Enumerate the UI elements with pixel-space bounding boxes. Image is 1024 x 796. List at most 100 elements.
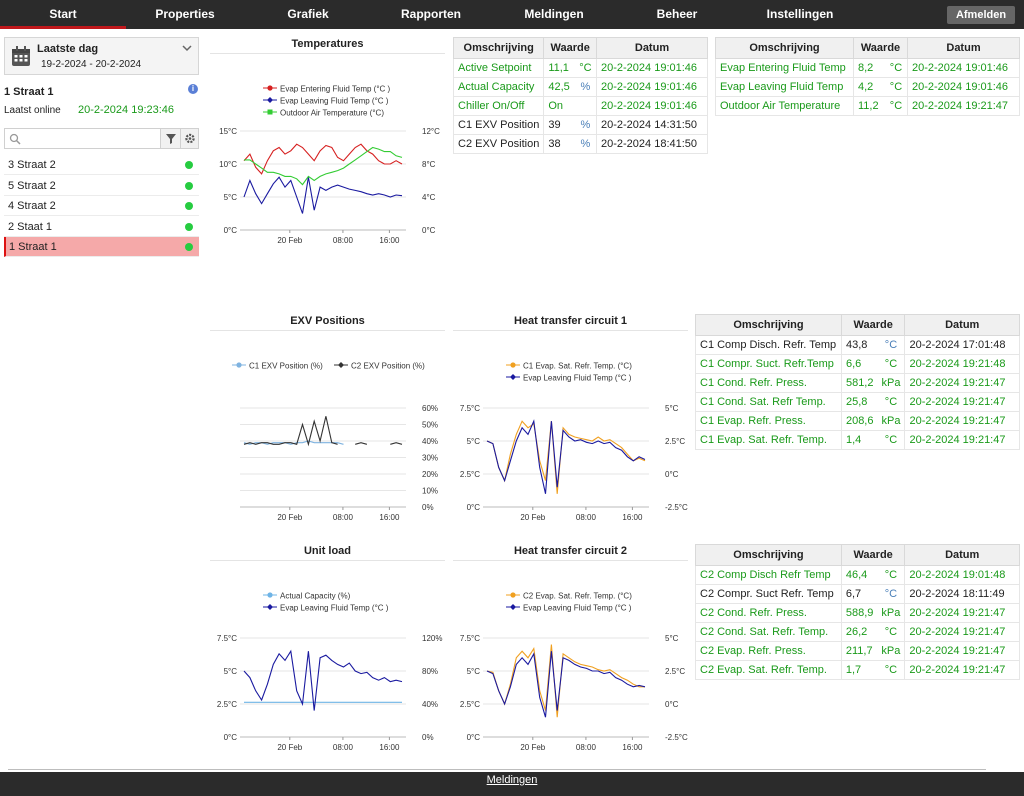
cell-value: 11,1	[543, 58, 575, 78]
tab-grafiek[interactable]: Grafiek	[287, 7, 329, 21]
y2-tick-label: 0°C	[422, 226, 436, 235]
cell-value: 581,2	[840, 373, 878, 393]
table-row: Active Setpoint 11,1 °C 20-2-2024 19:01:46	[452, 58, 708, 78]
status-online-dot	[185, 161, 193, 169]
series-line	[243, 416, 403, 447]
table-header-row: Omschrijving Waarde Datum	[695, 544, 1020, 566]
cell-unit: °C	[877, 565, 906, 585]
tab-instellingen[interactable]: Instellingen	[766, 7, 834, 21]
site-list-item[interactable]: 4 Straat 2	[4, 196, 199, 216]
x-tick-label: 08:00	[333, 236, 354, 245]
circuit-2-table: Omschrijving Waarde Datum C2 Comp Disch Ref…	[695, 544, 1020, 680]
column-header: Waarde	[543, 37, 597, 59]
cell-date: 20-2-2024 19:21:47	[904, 622, 1020, 642]
table-header-row: Omschrijving Waarde Datum	[715, 37, 1020, 59]
table-row: C2 EXV Position 38% 20-2-2024 18:41:50	[452, 134, 708, 154]
cell-value: 1,4	[840, 430, 878, 450]
legend-item[interactable]: Evap Leaving Fluid Temp (°C )	[506, 604, 632, 613]
column-header: Omschrijving	[695, 314, 842, 336]
cell-unit: °C	[877, 584, 906, 604]
cell-desc: C2 Evap. Refr. Press.	[695, 641, 842, 661]
site-list-item[interactable]: 2 Staat 1	[4, 217, 199, 237]
cell-unit: %	[574, 115, 597, 135]
last-online-label: Laatst online	[4, 105, 61, 116]
site-list-item[interactable]: 3 Straat 2	[4, 155, 199, 175]
table-header-row: Omschrijving Waarde Datum	[695, 314, 1020, 336]
cell-unit: °C	[877, 430, 906, 450]
legend-item[interactable]: Evap Leaving Fluid Temp (°C )	[263, 97, 389, 106]
legend-label: Evap Leaving Fluid Temp (°C )	[523, 604, 632, 613]
legend-item[interactable]: C1 Evap. Sat. Refr. Temp. (°C)	[506, 362, 632, 371]
cell-desc: Active Setpoint	[452, 58, 545, 78]
legend-item[interactable]: Actual Capacity (%)	[263, 592, 351, 601]
cell-date: 20-2-2024 19:01:46	[596, 58, 708, 78]
chevron-down-icon[interactable]	[182, 43, 192, 53]
cell-date: 20-2-2024 19:21:47	[904, 392, 1020, 412]
y2-tick-label: 120%	[422, 634, 442, 643]
cell-unit: °C	[574, 58, 597, 78]
legend-label: C2 EXV Position (%)	[351, 362, 425, 371]
cell-value: 588,9	[840, 603, 878, 623]
tab-properties[interactable]: Properties	[155, 7, 215, 21]
site-list-item-label: 2 Staat 1	[8, 220, 53, 233]
y2-tick-label: 0°C	[665, 700, 679, 709]
tab-beheer[interactable]: Beheer	[656, 7, 698, 21]
y2-tick-label: 0°C	[665, 470, 679, 479]
cell-date: 20-2-2024 19:01:46	[907, 77, 1020, 97]
legend-item[interactable]: Evap Entering Fluid Temp (°C )	[263, 85, 391, 94]
legend-item[interactable]: C2 EXV Position (%)	[334, 362, 425, 371]
y2-tick-label: 2.5°C	[665, 667, 685, 676]
legend-item[interactable]: C1 EXV Position (%)	[232, 362, 323, 371]
legend-item[interactable]: Evap Leaving Fluid Temp (°C )	[263, 604, 389, 613]
legend-label: C1 EXV Position (%)	[249, 362, 323, 371]
y2-tick-label: 0%	[422, 733, 434, 742]
site-list-item[interactable]: 1 Straat 1	[4, 237, 199, 257]
table-row: C2 Evap. Refr. Press. 211,7 kPa 20-2-2024 1…	[695, 641, 1020, 661]
cell-value: 38	[543, 134, 575, 154]
cell-unit	[574, 96, 597, 116]
filter-button[interactable]	[160, 129, 180, 148]
search-input[interactable]	[4, 128, 199, 149]
y2-tick-label: 30%	[422, 454, 438, 463]
site-list-item[interactable]: 5 Straat 2	[4, 176, 199, 196]
cell-value: 25,8	[840, 392, 878, 412]
chart-title: Heat transfer circuit 2	[453, 545, 688, 561]
x-tick-label: 08:00	[333, 743, 354, 752]
site-list-item-label: 3 Straat 2	[8, 159, 56, 171]
footer-meldingen-link[interactable]: Meldingen	[486, 774, 538, 786]
tab-rapporten[interactable]: Rapporten	[401, 7, 461, 21]
info-icon[interactable]: i	[188, 84, 198, 94]
cell-value: 43,8	[840, 335, 878, 355]
legend-item[interactable]: Evap Leaving Fluid Temp (°C )	[506, 374, 632, 383]
chart-title: Heat transfer circuit 1	[453, 315, 688, 331]
legend-item[interactable]: Outdoor Air Temperature (°C)	[263, 109, 384, 118]
legend-label: Actual Capacity (%)	[280, 592, 351, 601]
cell-unit: °C	[877, 392, 906, 412]
general-status-table: Omschrijving Waarde Datum Active Setpoint 11…	[452, 37, 708, 154]
table-row: C1 Cond. Sat. Refr Temp. 25,8 °C 20-2-2024 …	[695, 392, 1020, 412]
cell-value: 11,2	[852, 96, 885, 116]
column-header: Omschrijving	[452, 37, 545, 59]
series-line	[486, 651, 646, 718]
status-online-dot	[185, 181, 193, 190]
y2-tick-label: 4°C	[422, 193, 436, 202]
period-selector[interactable]: Laatste dag 19-2-2024 - 20-2-2024	[4, 37, 199, 75]
cell-desc: Evap Leaving Fluid Temp	[715, 77, 854, 97]
cell-desc: C1 Cond. Sat. Refr Temp.	[695, 392, 842, 412]
cell-date: 20-2-2024 19:21:47	[904, 660, 1020, 680]
series-line	[243, 143, 403, 175]
cell-desc: Outdoor Air Temperature	[715, 96, 854, 116]
legend-label: C2 Evap. Sat. Refr. Temp. (°C)	[523, 592, 632, 601]
cell-value: On	[543, 96, 575, 116]
legend-item[interactable]: C2 Evap. Sat. Refr. Temp. (°C)	[506, 592, 632, 601]
cell-desc: Evap Entering Fluid Temp	[715, 58, 854, 78]
logout-button[interactable]: Afmelden	[947, 6, 1015, 24]
y2-tick-label: 80%	[422, 667, 438, 676]
status-online-dot	[185, 222, 193, 231]
settings-button[interactable]	[180, 129, 198, 148]
tab-start[interactable]: Start	[0, 0, 126, 29]
y-tick-label: 0°C	[224, 226, 238, 235]
cell-value: 39	[543, 115, 575, 135]
table-row: C2 Cond. Refr. Press. 588,9 kPa 20-2-2024 1…	[695, 603, 1020, 623]
tab-meldingen[interactable]: Meldingen	[524, 7, 584, 21]
